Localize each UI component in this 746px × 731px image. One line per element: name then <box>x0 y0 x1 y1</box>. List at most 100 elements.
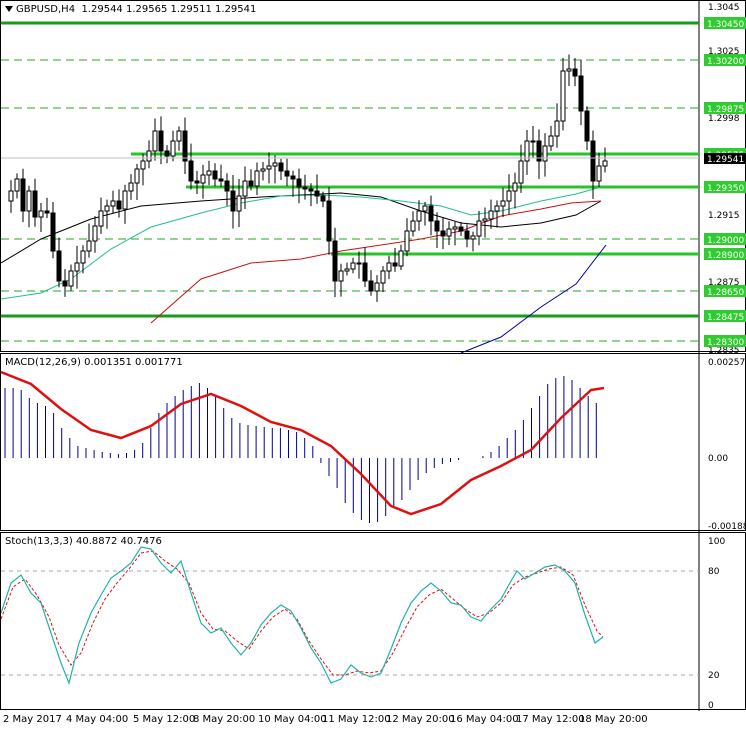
candlestick <box>344 268 350 272</box>
candlestick <box>542 145 548 162</box>
price-level-tag <box>704 248 746 260</box>
candlestick <box>74 262 80 272</box>
candlestick <box>266 165 272 170</box>
candlestick <box>506 190 512 202</box>
candlestick <box>548 135 554 147</box>
candlestick <box>158 130 164 152</box>
stoch-axis-label: 80 <box>708 567 720 577</box>
candlestick <box>584 110 590 142</box>
price-tick-label: 1.3025 <box>708 47 740 57</box>
price-tick-label: 1.2998 <box>708 114 740 124</box>
macd-axis-label: 0.002574 <box>708 358 746 368</box>
candlestick <box>224 180 230 192</box>
price-level-tag <box>704 285 746 297</box>
candlestick <box>140 160 146 170</box>
candlestick <box>518 160 524 184</box>
price-level-tag <box>704 54 746 66</box>
candlestick <box>428 205 434 222</box>
candlestick <box>296 178 302 188</box>
time-axis: 2 May 2017 4 May 04:00 5 May 12:00 8 May 20… <box>0 710 746 731</box>
macd-axis-label: -0.001889 <box>708 522 746 532</box>
candlestick <box>284 170 290 177</box>
candlestick <box>458 226 464 232</box>
candlestick <box>134 168 140 184</box>
price-tick-label: 1.2915 <box>708 211 740 221</box>
candlestick <box>410 220 416 232</box>
stoch-main-line <box>1 546 604 685</box>
candlestick <box>386 262 392 272</box>
candlestick <box>398 250 404 267</box>
stoch-axis-label: 100 <box>708 537 725 547</box>
candlestick <box>104 205 110 212</box>
price-level-tag <box>704 233 746 245</box>
price-level-label: 1.29350 <box>707 184 744 194</box>
candlestick <box>566 68 572 72</box>
price-level-label: 1.30450 <box>707 20 744 30</box>
candlestick <box>20 178 26 212</box>
price-level-label: 1.28475 <box>707 313 744 323</box>
moving-average-fast <box>1 192 602 264</box>
candlestick <box>356 262 362 265</box>
time-axis-label: 16 May 04:00 <box>450 714 519 725</box>
candlestick <box>560 70 566 122</box>
stochastic-pane[interactable]: 100 80 20 0 Stoch(13,3,3) 40.8872 40.7476 <box>0 532 746 711</box>
collapse-triangle-icon[interactable] <box>5 6 13 12</box>
moving-average-slow <box>150 200 602 324</box>
candlestick <box>44 210 50 214</box>
chart-header: GBPUSD,H4 1.29544 1.29565 1.29511 1.2954… <box>5 4 256 15</box>
candlestick <box>404 230 410 252</box>
current-price-tag <box>704 153 746 164</box>
candlestick <box>464 230 470 240</box>
candlestick <box>578 75 584 112</box>
price-level-tag <box>704 17 746 29</box>
candlestick <box>494 205 500 212</box>
candlestick <box>524 140 530 162</box>
candlestick <box>56 250 62 282</box>
candlestick <box>278 162 284 172</box>
candlestick <box>482 218 488 222</box>
symbol-label: GBPUSD,H4 <box>16 4 76 15</box>
macd-chart[interactable]: 0.002574 0.00 -0.001889 <box>1 354 746 532</box>
candlestick <box>470 235 476 240</box>
time-axis-label: 5 May 12:00 <box>133 714 196 725</box>
candlestick <box>182 130 188 162</box>
candlestick <box>338 270 344 282</box>
candlestick <box>62 280 68 287</box>
candlestick <box>302 186 308 190</box>
candlestick <box>602 160 608 167</box>
candlestick <box>248 180 254 187</box>
ohlc-readout: 1.29544 1.29565 1.29511 1.29541 <box>81 4 257 15</box>
time-axis-label: 17 May 12:00 <box>516 714 585 725</box>
candlestick <box>254 170 260 187</box>
candlestick <box>122 190 128 210</box>
candlestick <box>500 200 506 207</box>
price-tick-label: 1.2875 <box>708 278 740 288</box>
candlestick <box>314 190 320 197</box>
candlestick <box>290 175 296 180</box>
candlestick <box>218 178 224 182</box>
price-chart-pane[interactable]: 1.30451.30251.29981.29551.29151.28751.28… <box>0 0 746 353</box>
candlestick <box>176 130 182 142</box>
price-chart[interactable]: 1.30451.30251.29981.29551.29151.28751.28… <box>1 1 746 353</box>
price-level-label: 1.29875 <box>707 105 744 115</box>
stochastic-chart[interactable]: 100 80 20 0 <box>1 533 746 711</box>
candlestick <box>350 262 356 270</box>
candlestick <box>530 140 536 143</box>
candlestick <box>38 210 44 218</box>
candlestick <box>326 200 332 242</box>
price-tick-label: 1.2835 <box>708 346 740 353</box>
candlestick <box>422 205 428 212</box>
candlestick <box>572 68 578 77</box>
candlestick <box>188 160 194 182</box>
moving-average-mid <box>1 186 602 300</box>
stoch-header: Stoch(13,3,3) 40.8872 40.7476 <box>5 536 162 547</box>
candlestick <box>380 270 386 284</box>
candlestick <box>596 165 602 182</box>
candlestick <box>32 190 38 218</box>
macd-pane[interactable]: 0.002574 0.00 -0.001889 MACD(12,26,9) 0.00… <box>0 353 746 532</box>
stoch-axis-label: 0 <box>708 701 714 711</box>
candlestick <box>8 190 14 202</box>
candlestick <box>86 240 92 252</box>
candlestick <box>212 170 218 180</box>
price-level-label: 1.29000 <box>707 236 744 246</box>
